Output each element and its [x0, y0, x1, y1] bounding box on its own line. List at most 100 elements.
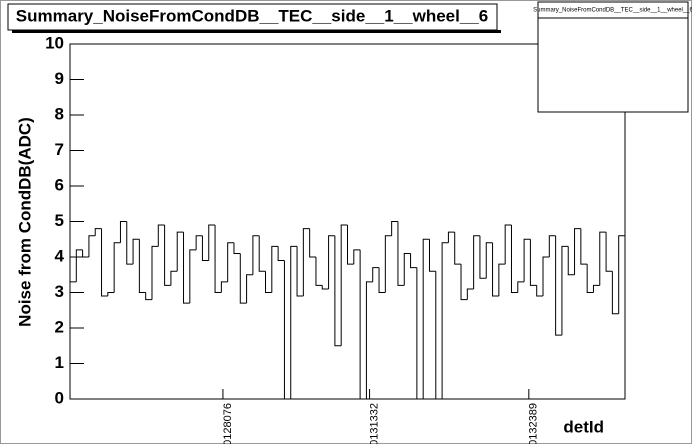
y-tick-label: 1: [55, 353, 64, 372]
histogram-bin: [492, 242, 499, 297]
histogram-bin: [340, 224, 348, 346]
histogram-bin: [265, 271, 272, 293]
histogram-bin: [138, 239, 146, 293]
x-axis-label: detId: [563, 417, 604, 436]
histogram-bin: [365, 281, 373, 399]
y-tick-label: 2: [55, 317, 64, 336]
histogram-bin: [252, 235, 260, 275]
histogram-bin: [208, 224, 216, 261]
y-tick-label: 9: [55, 69, 64, 88]
histogram-bin: [132, 238, 140, 265]
histogram-bin: [555, 235, 562, 336]
histogram-bin: [309, 228, 316, 258]
stats-box: Summary_NoiseFromCondDB__TEC__side__1__w…: [533, 1, 692, 113]
histogram-bin: [277, 246, 285, 262]
histogram-bin: [290, 245, 298, 399]
histogram-bin: [271, 245, 279, 293]
histogram-bin: [422, 238, 430, 399]
histogram-bin: [283, 260, 291, 400]
histogram-bin: [315, 257, 323, 286]
x-tick-label: 0131332: [368, 403, 380, 444]
x-tick-label: 0128076: [222, 403, 234, 444]
histogram-bin: [119, 221, 127, 243]
y-tick-label: 3: [55, 282, 64, 301]
histogram-bin: [227, 242, 234, 282]
histogram-bin: [347, 225, 354, 265]
histogram-bin: [460, 264, 468, 301]
histogram-bin: [151, 245, 159, 300]
histogram-bin: [479, 235, 487, 279]
histogram-bin: [586, 264, 594, 293]
histogram-bin: [416, 267, 424, 400]
histogram-bin: [510, 225, 518, 293]
y-tick-label: 0: [55, 388, 64, 407]
plot-frame: [69, 43, 626, 400]
histogram-bin: [164, 225, 171, 286]
histogram-bin: [94, 228, 102, 236]
histogram-bin: [605, 232, 613, 272]
chart-title: Summary_NoiseFromCondDB__TEC__side__1__w…: [16, 6, 488, 25]
histogram-bin: [296, 246, 304, 297]
histogram-bin: [403, 252, 411, 286]
x-tick-label: 0132389: [528, 403, 540, 444]
title-shadow: [12, 30, 501, 33]
histogram-bin: [517, 281, 525, 293]
histogram-bin: [410, 253, 417, 269]
histogram-bin: [239, 253, 247, 304]
histogram-bin: [618, 235, 625, 314]
histogram-bin: [328, 235, 335, 289]
histogram-bin: [498, 263, 506, 297]
y-tick-label: 6: [55, 175, 64, 194]
histogram-bin: [258, 235, 266, 272]
histogram-bin: [611, 271, 619, 315]
histogram-bin: [82, 249, 89, 258]
histogram-bin: [536, 285, 544, 297]
histogram-bin: [391, 221, 398, 236]
y-tick-label: 8: [55, 104, 64, 123]
y-tick-label: 5: [55, 211, 64, 230]
histogram-bin: [441, 242, 449, 399]
histogram-bin: [359, 249, 367, 400]
histogram-bin: [334, 235, 342, 347]
histogram-bin: [428, 239, 436, 272]
histogram-bin: [183, 232, 190, 304]
histogram-bin: [466, 288, 474, 300]
histogram-bin: [88, 235, 96, 257]
histogram-bin: [504, 224, 512, 265]
histogram-bin: [126, 221, 134, 265]
histogram-bin: [454, 232, 462, 265]
stats-title: Summary_NoiseFromCondDB__TEC__side__1__w…: [533, 8, 692, 14]
y-tick-label: 7: [55, 140, 64, 159]
stats-frame: [537, 1, 689, 113]
histogram-bin: [485, 242, 493, 279]
histogram-bin: [574, 228, 581, 275]
histogram-bin: [372, 267, 380, 282]
histogram-bin: [145, 292, 152, 301]
histogram-bin: [473, 235, 480, 289]
histogram-bin: [157, 224, 165, 247]
histogram-bin: [113, 242, 121, 293]
histogram-bin: [107, 292, 115, 297]
histogram-bin: [592, 284, 600, 293]
y-tick-label: 4: [55, 246, 65, 265]
histogram-bin: [101, 228, 108, 297]
histogram-bin: [580, 228, 588, 265]
y-axis-label: Noise from CondDB(ADC): [15, 117, 34, 327]
histogram-bin: [195, 235, 203, 250]
histogram-bin: [189, 249, 197, 304]
histogram-bin: [75, 249, 83, 282]
histogram-bin: [378, 267, 386, 293]
histogram-bin: [523, 238, 531, 282]
histogram-bin: [302, 228, 310, 297]
histogram-bin: [233, 242, 241, 254]
histogram-bin: [529, 239, 537, 286]
histogram-bin: [214, 225, 222, 293]
histogram-bin: [170, 270, 178, 286]
histogram-bin: [567, 246, 575, 276]
histogram-bin: [599, 231, 607, 286]
histogram-bin: [220, 281, 228, 293]
histogram-bin: [548, 235, 556, 257]
histogram-bin: [435, 271, 443, 400]
histogram-bin: [447, 231, 455, 243]
